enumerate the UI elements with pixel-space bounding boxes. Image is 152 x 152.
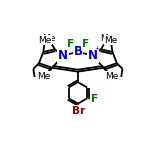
Text: Me: Me (101, 34, 114, 43)
Text: F: F (91, 94, 98, 104)
Text: Me: Me (106, 72, 119, 81)
Text: N: N (58, 49, 68, 62)
Text: ⁺: ⁺ (94, 46, 99, 56)
Text: Me: Me (37, 72, 50, 81)
Text: ⁻: ⁻ (79, 42, 85, 52)
Text: B: B (73, 45, 82, 58)
Text: N: N (88, 49, 98, 62)
Text: Me: Me (104, 36, 117, 45)
Text: Me: Me (42, 34, 55, 43)
Text: F: F (67, 39, 74, 49)
Text: F: F (81, 39, 89, 49)
Text: Br: Br (72, 106, 85, 116)
Text: Me: Me (38, 36, 52, 45)
